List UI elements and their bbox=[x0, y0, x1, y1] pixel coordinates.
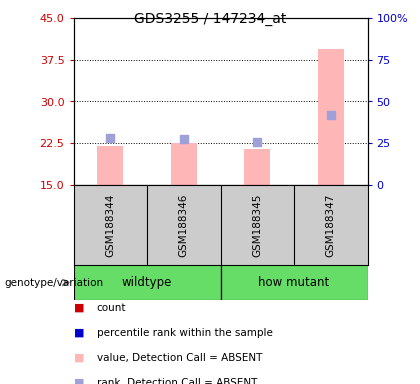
Text: rank, Detection Call = ABSENT: rank, Detection Call = ABSENT bbox=[97, 377, 257, 384]
Text: count: count bbox=[97, 303, 126, 313]
Bar bbox=[171, 143, 197, 185]
Text: percentile rank within the sample: percentile rank within the sample bbox=[97, 328, 273, 338]
Text: GSM188345: GSM188345 bbox=[252, 193, 262, 257]
Text: ■: ■ bbox=[74, 303, 84, 313]
Point bbox=[181, 136, 187, 142]
Text: GDS3255 / 147234_at: GDS3255 / 147234_at bbox=[134, 12, 286, 25]
Text: ■: ■ bbox=[74, 353, 84, 362]
Bar bbox=[97, 146, 123, 185]
Text: ■: ■ bbox=[74, 377, 84, 384]
Point bbox=[107, 135, 113, 141]
Bar bbox=[244, 149, 270, 185]
Bar bbox=[220, 265, 368, 300]
Text: wildtype: wildtype bbox=[122, 276, 172, 289]
Text: GSM188347: GSM188347 bbox=[326, 193, 336, 257]
Text: GSM188344: GSM188344 bbox=[105, 193, 115, 257]
Text: value, Detection Call = ABSENT: value, Detection Call = ABSENT bbox=[97, 353, 262, 362]
Point bbox=[254, 139, 260, 145]
Bar bbox=[318, 49, 344, 185]
Text: ■: ■ bbox=[74, 328, 84, 338]
Bar bbox=[74, 265, 220, 300]
Point bbox=[328, 113, 334, 119]
Text: how mutant: how mutant bbox=[258, 276, 330, 289]
Text: genotype/variation: genotype/variation bbox=[4, 278, 103, 288]
Text: GSM188346: GSM188346 bbox=[179, 193, 189, 257]
